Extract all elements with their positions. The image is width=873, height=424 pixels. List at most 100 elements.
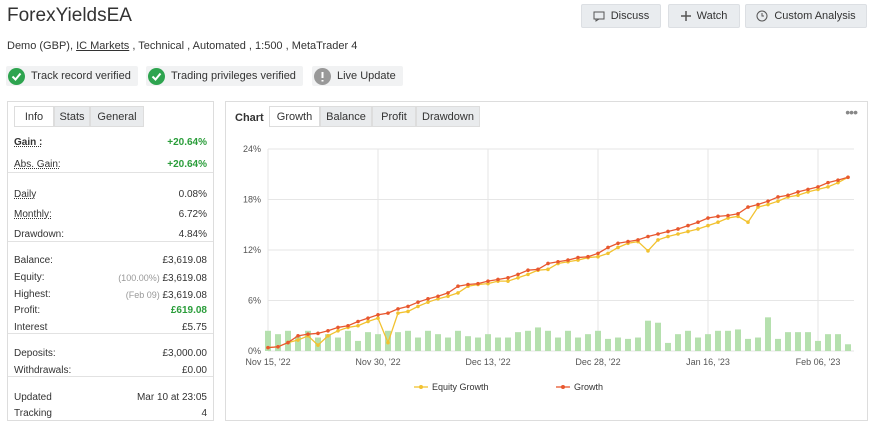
separator [8, 333, 213, 334]
point [686, 223, 690, 228]
discuss-button[interactable]: Discuss [581, 4, 661, 28]
stat-label: Tracking [14, 408, 52, 419]
point [756, 205, 760, 209]
stat-value-wrap: (100.00%) £3,619.08 [118, 270, 207, 287]
button-label: Discuss [610, 10, 650, 22]
bar [325, 334, 331, 351]
stat-value: 6.72% [178, 209, 207, 220]
tab[interactable]: Info [14, 106, 54, 127]
legend-marker [561, 385, 565, 389]
bar [745, 338, 751, 351]
tab[interactable]: General [90, 106, 144, 127]
bar [435, 334, 441, 351]
separator [8, 241, 213, 242]
tab[interactable]: Drawdown [416, 106, 480, 127]
bar [765, 317, 771, 351]
tab[interactable]: Stats [54, 106, 90, 127]
point [386, 340, 390, 345]
point [736, 214, 740, 219]
point [456, 291, 460, 295]
point [526, 272, 530, 277]
point [396, 307, 400, 311]
point [786, 193, 790, 198]
point [506, 279, 510, 283]
bar [365, 332, 371, 351]
point [646, 249, 650, 253]
bar [395, 332, 401, 351]
point [366, 316, 370, 320]
bar [675, 334, 681, 351]
bar [845, 344, 851, 351]
broker-link[interactable]: IC Markets [76, 40, 130, 52]
watch-button[interactable]: Watch [668, 4, 740, 28]
stat-row: Highest: (Feb 09) £3,619.08 [14, 287, 207, 303]
bar [415, 337, 421, 351]
bar [335, 337, 341, 351]
bar [795, 332, 801, 351]
stat-row: Monthly: 6.72% [14, 207, 207, 223]
y-tick-label: 6% [248, 296, 261, 306]
point [746, 205, 750, 209]
point [466, 282, 470, 287]
point [696, 220, 700, 225]
point [666, 234, 670, 239]
bar [605, 338, 611, 351]
point [596, 251, 600, 256]
point [406, 309, 410, 314]
point [636, 238, 640, 242]
bar [555, 337, 561, 351]
bar [645, 320, 651, 351]
badge: Track record verified [6, 66, 138, 86]
point [716, 220, 720, 225]
point [646, 234, 650, 239]
bar [565, 330, 571, 351]
point [366, 319, 370, 324]
bar [505, 337, 511, 351]
point [496, 277, 500, 282]
stat-value: 4.84% [178, 229, 207, 240]
stat-label: Equity: [14, 272, 45, 283]
bar [835, 334, 841, 351]
bar [575, 337, 581, 351]
info-icon [314, 67, 331, 85]
point [846, 175, 850, 180]
point [306, 332, 310, 336]
tab[interactable]: Profit [372, 106, 416, 127]
bar [265, 330, 271, 351]
point [506, 275, 510, 280]
stat-note: (100.00%) [118, 273, 160, 283]
point [746, 220, 750, 225]
point [296, 334, 300, 338]
point [376, 316, 380, 320]
point [406, 304, 410, 309]
point [656, 232, 660, 236]
bar [485, 334, 491, 351]
point [516, 275, 520, 280]
tab[interactable]: Growth [269, 106, 320, 127]
point [756, 202, 760, 207]
stat-row: Updated Mar 10 at 23:05 [14, 390, 207, 406]
point [776, 195, 780, 199]
bar [625, 338, 631, 351]
stats-panel: Info Stats General Gain : +20.64% Abs. Gain: +… [7, 101, 214, 421]
stat-value: £3,619.08 [162, 273, 208, 284]
point [826, 180, 830, 185]
point [266, 345, 270, 350]
menu-dots[interactable]: ••• [845, 104, 858, 120]
bar [725, 330, 731, 351]
x-tick-label: Jan 16, '23 [686, 357, 730, 367]
info-text: , Technical , Automated , 1:500 , MetaTr… [129, 40, 358, 52]
stat-value: £619.08 [170, 305, 207, 316]
custom-analysis-button[interactable]: Custom Analysis [745, 4, 867, 28]
tab[interactable]: Balance [320, 106, 372, 127]
bar [655, 322, 661, 351]
stat-label: Interest [14, 322, 48, 333]
bar [545, 330, 551, 351]
y-tick-label: 12% [243, 245, 261, 255]
point [616, 245, 620, 250]
point [736, 212, 740, 216]
stat-value-wrap: £0.00 [182, 363, 207, 379]
stat-row: Gain : +20.64% [14, 135, 207, 151]
badge-label: Live Update [337, 70, 396, 82]
button-label: Custom Analysis [774, 10, 856, 22]
